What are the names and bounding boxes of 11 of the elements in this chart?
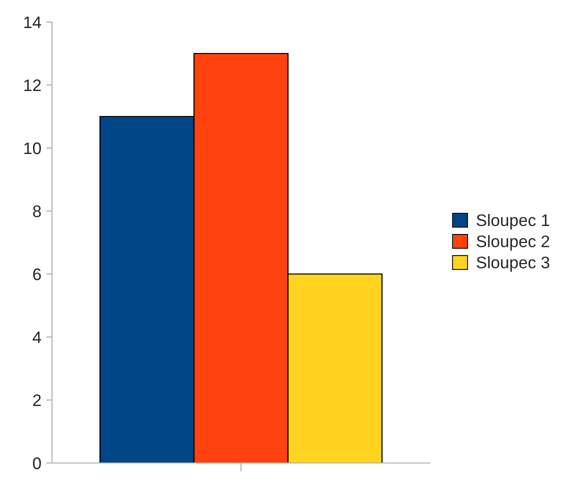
- y-tick-label: 0: [32, 457, 41, 470]
- y-tick-label: 12: [24, 79, 41, 92]
- legend-label: Sloupec 2: [476, 235, 550, 251]
- y-tick-label: 6: [33, 268, 41, 280]
- legend-label: Sloupec 3: [476, 256, 550, 272]
- y-tick-label: 4: [32, 332, 42, 344]
- legend-label: Sloupec 1: [476, 214, 550, 230]
- y-tick-label: 10: [24, 142, 41, 154]
- y-tick-label: 14: [24, 16, 42, 28]
- y-tick-label: 2: [33, 394, 41, 406]
- y-tick-label: 8: [33, 205, 41, 218]
